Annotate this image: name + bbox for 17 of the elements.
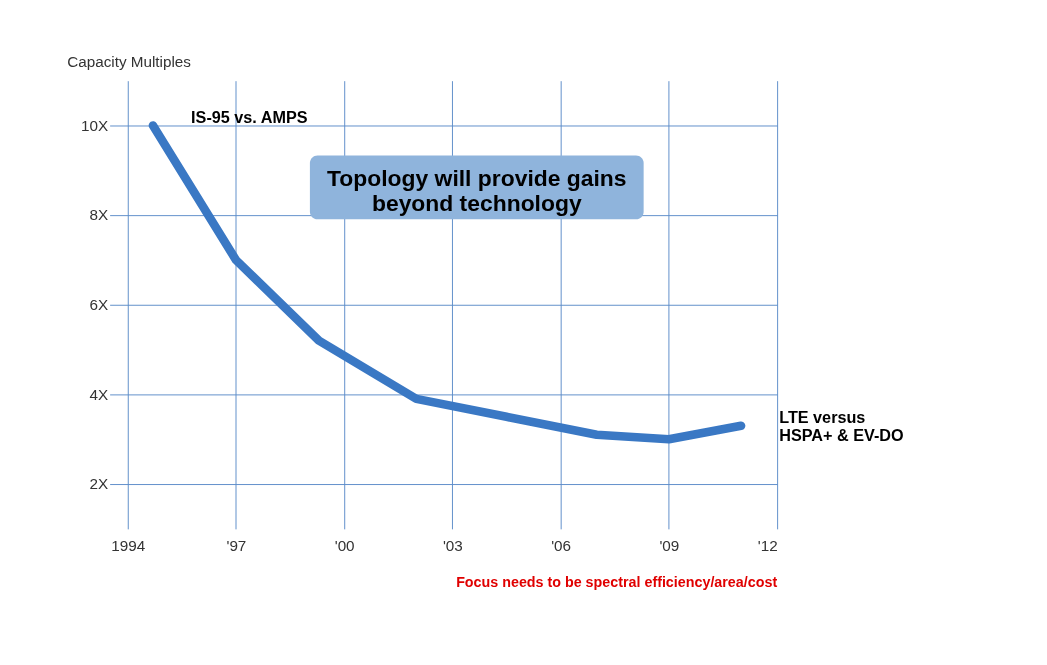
y-tick-label: 4X [89, 385, 109, 403]
y-axis-title: Capacity Multiples [67, 52, 192, 70]
x-tick-label: '06 [551, 537, 572, 555]
y-tick-label: 2X [89, 475, 109, 493]
x-tick-label: '03 [442, 537, 463, 555]
y-tick-label: 8X [89, 206, 109, 224]
y-tick-label: 10X [81, 116, 109, 134]
x-tick-label: 1994 [111, 537, 146, 555]
x-tick-label: '09 [659, 537, 680, 555]
annotation: IS-95 vs. AMPS [191, 107, 308, 126]
annotation: Topology will provide gains beyond technology [327, 164, 627, 216]
x-tick-label: '00 [334, 537, 355, 555]
y-tick-label: 6X [89, 296, 109, 314]
text: Focus needs to be spectral efficiency/area/cost [456, 574, 778, 591]
annotation: LTE versus HSPA+ & EV-DO [779, 407, 904, 445]
x-tick-label: '97 [226, 537, 247, 555]
x-tick-label: '12 [757, 537, 778, 555]
